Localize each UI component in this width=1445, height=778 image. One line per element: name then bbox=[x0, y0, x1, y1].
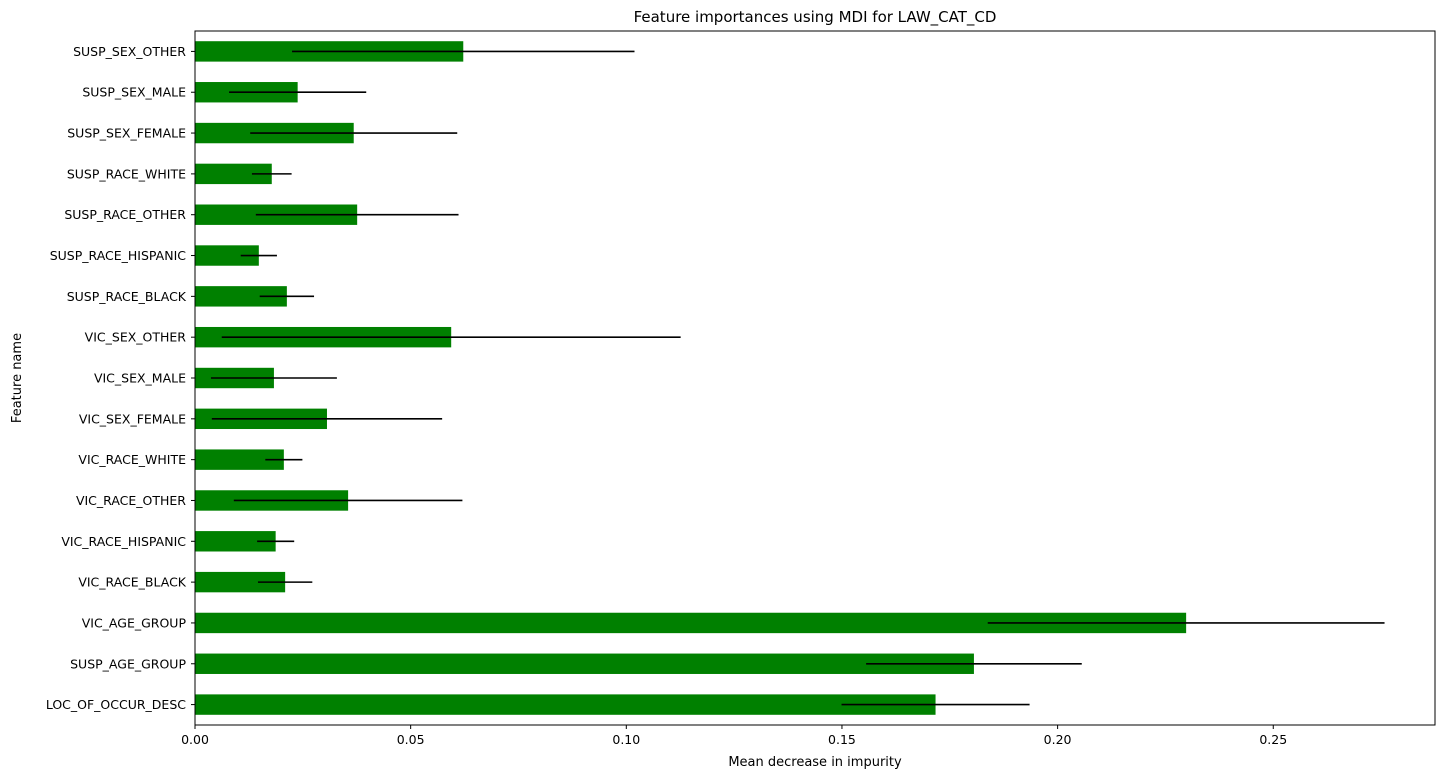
x-axis-ticks: 0.00 0.05 0.10 0.15 0.20 0.25 bbox=[181, 725, 1287, 747]
y-tick-label: VIC_RACE_WHITE bbox=[78, 452, 186, 467]
bar-vic-race-hispanic bbox=[195, 531, 276, 552]
plot-frame bbox=[194, 30, 1436, 726]
bars-group bbox=[195, 41, 1187, 715]
x-tick-label: 0.25 bbox=[1259, 732, 1287, 747]
bar-susp-race-hispanic bbox=[195, 245, 259, 266]
y-tick-label: VIC_SEX_OTHER bbox=[85, 330, 187, 345]
y-tick-label: VIC_AGE_GROUP bbox=[82, 615, 187, 630]
error-bars-group bbox=[210, 50, 1385, 706]
chart-title: Feature importances using MDI for LAW_CA… bbox=[634, 8, 997, 27]
y-tick-label: SUSP_RACE_WHITE bbox=[67, 166, 186, 181]
y-tick-label: SUSP_RACE_BLACK bbox=[67, 289, 187, 304]
y-axis-label: Feature name bbox=[10, 333, 25, 423]
y-tick-label: SUSP_AGE_GROUP bbox=[70, 656, 186, 671]
bar-vic-race-black bbox=[195, 571, 286, 593]
bar-susp-age-group bbox=[195, 653, 974, 674]
x-tick-label: 0.00 bbox=[181, 732, 209, 747]
x-tick-label: 0.05 bbox=[397, 732, 425, 747]
y-tick-label: SUSP_SEX_FEMALE bbox=[67, 126, 186, 141]
y-axis-ticks: SUSP_SEX_OTHER SUSP_SEX_MALE SUSP_SEX_FEMA… bbox=[46, 44, 195, 712]
x-axis-label: Mean decrease in impurity bbox=[728, 755, 902, 770]
x-tick-label: 0.10 bbox=[612, 732, 640, 747]
x-tick-label: 0.15 bbox=[828, 732, 856, 747]
y-tick-label: VIC_SEX_MALE bbox=[94, 371, 186, 386]
bar-susp-race-black bbox=[195, 286, 287, 307]
bar-vic-age-group bbox=[195, 612, 1187, 634]
bar-vic-race-white bbox=[195, 449, 284, 470]
y-tick-label: SUSP_RACE_HISPANIC bbox=[50, 248, 187, 263]
bar-susp-race-white bbox=[195, 163, 272, 185]
y-tick-label: VIC_SEX_FEMALE bbox=[79, 411, 186, 426]
y-tick-label: VIC_RACE_OTHER bbox=[76, 493, 186, 508]
y-tick-label: VIC_RACE_HISPANIC bbox=[61, 534, 186, 549]
bar-loc-of-occur-desc bbox=[195, 694, 936, 715]
y-tick-label: LOC_OF_OCCUR_DESC bbox=[46, 697, 186, 712]
x-tick-label: 0.20 bbox=[1044, 732, 1072, 747]
y-tick-label: SUSP_SEX_MALE bbox=[82, 85, 186, 100]
y-tick-label: VIC_RACE_BLACK bbox=[78, 575, 186, 590]
y-tick-label: SUSP_SEX_OTHER bbox=[73, 44, 186, 59]
y-tick-label: SUSP_RACE_OTHER bbox=[64, 207, 186, 222]
